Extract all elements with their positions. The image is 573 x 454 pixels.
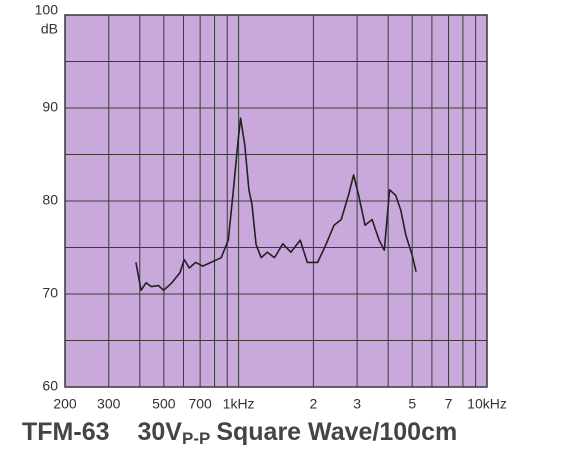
y-tick-label: 60 [42, 378, 58, 394]
x-tick-label: 7 [445, 396, 453, 412]
title-rest: Square Wave/100cm [216, 418, 457, 446]
y-tick-label: 70 [42, 285, 58, 301]
y-tick-label: 80 [42, 192, 58, 208]
title-main: 30V [138, 418, 183, 446]
title-model: TFM-63 [22, 418, 110, 446]
x-tick-label: 300 [97, 396, 121, 412]
x-tick-label: 200 [53, 396, 77, 412]
x-tick-label: 10kHz [467, 396, 507, 412]
x-tick-label: 1kHz [223, 396, 255, 412]
y-tick-label: 90 [42, 99, 58, 115]
x-tick-label: 700 [188, 396, 212, 412]
x-tick-label: 500 [152, 396, 176, 412]
title-sub: P-P [182, 429, 210, 448]
x-tick-label: 3 [353, 396, 361, 412]
y-tick-label: 100 [35, 2, 59, 18]
y-unit: dB [41, 21, 58, 37]
x-tick-label: 5 [408, 396, 416, 412]
chart-title: TFM-63 30VP-P Square Wave/100cm [22, 418, 457, 449]
data-line [135, 117, 417, 292]
x-tick-label: 2 [309, 396, 317, 412]
